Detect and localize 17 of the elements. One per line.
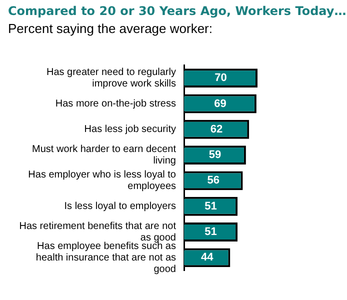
data-label: 70 — [214, 72, 227, 84]
chart-title: Compared to 20 or 30 Years Ago, Workers Today… — [8, 4, 346, 18]
data-label: 59 — [208, 149, 222, 162]
y-tick-label: Has greater need to regularly improve work skills — [46, 67, 176, 90]
data-label: 44 — [200, 252, 214, 264]
y-tick-label: Has employee benefits such as health insurance that are not as good — [36, 240, 176, 275]
y-tick-label: Has less job security — [84, 124, 176, 136]
y-tick-label: Must work harder to earn decent living — [32, 144, 176, 167]
chart-subtitle: Percent saying the average worker: — [8, 21, 214, 36]
data-label: 69 — [214, 98, 226, 110]
data-label: 56 — [207, 174, 220, 187]
data-label: 62 — [210, 123, 223, 136]
y-tick-label: Is less loyal to employers — [64, 201, 176, 212]
y-tick-label: Has employer who is less loyal to employees — [28, 170, 176, 192]
data-label: 51 — [204, 200, 217, 212]
y-tick-label: Has more on-the-job stress — [55, 98, 176, 110]
data-label: 51 — [204, 226, 217, 238]
